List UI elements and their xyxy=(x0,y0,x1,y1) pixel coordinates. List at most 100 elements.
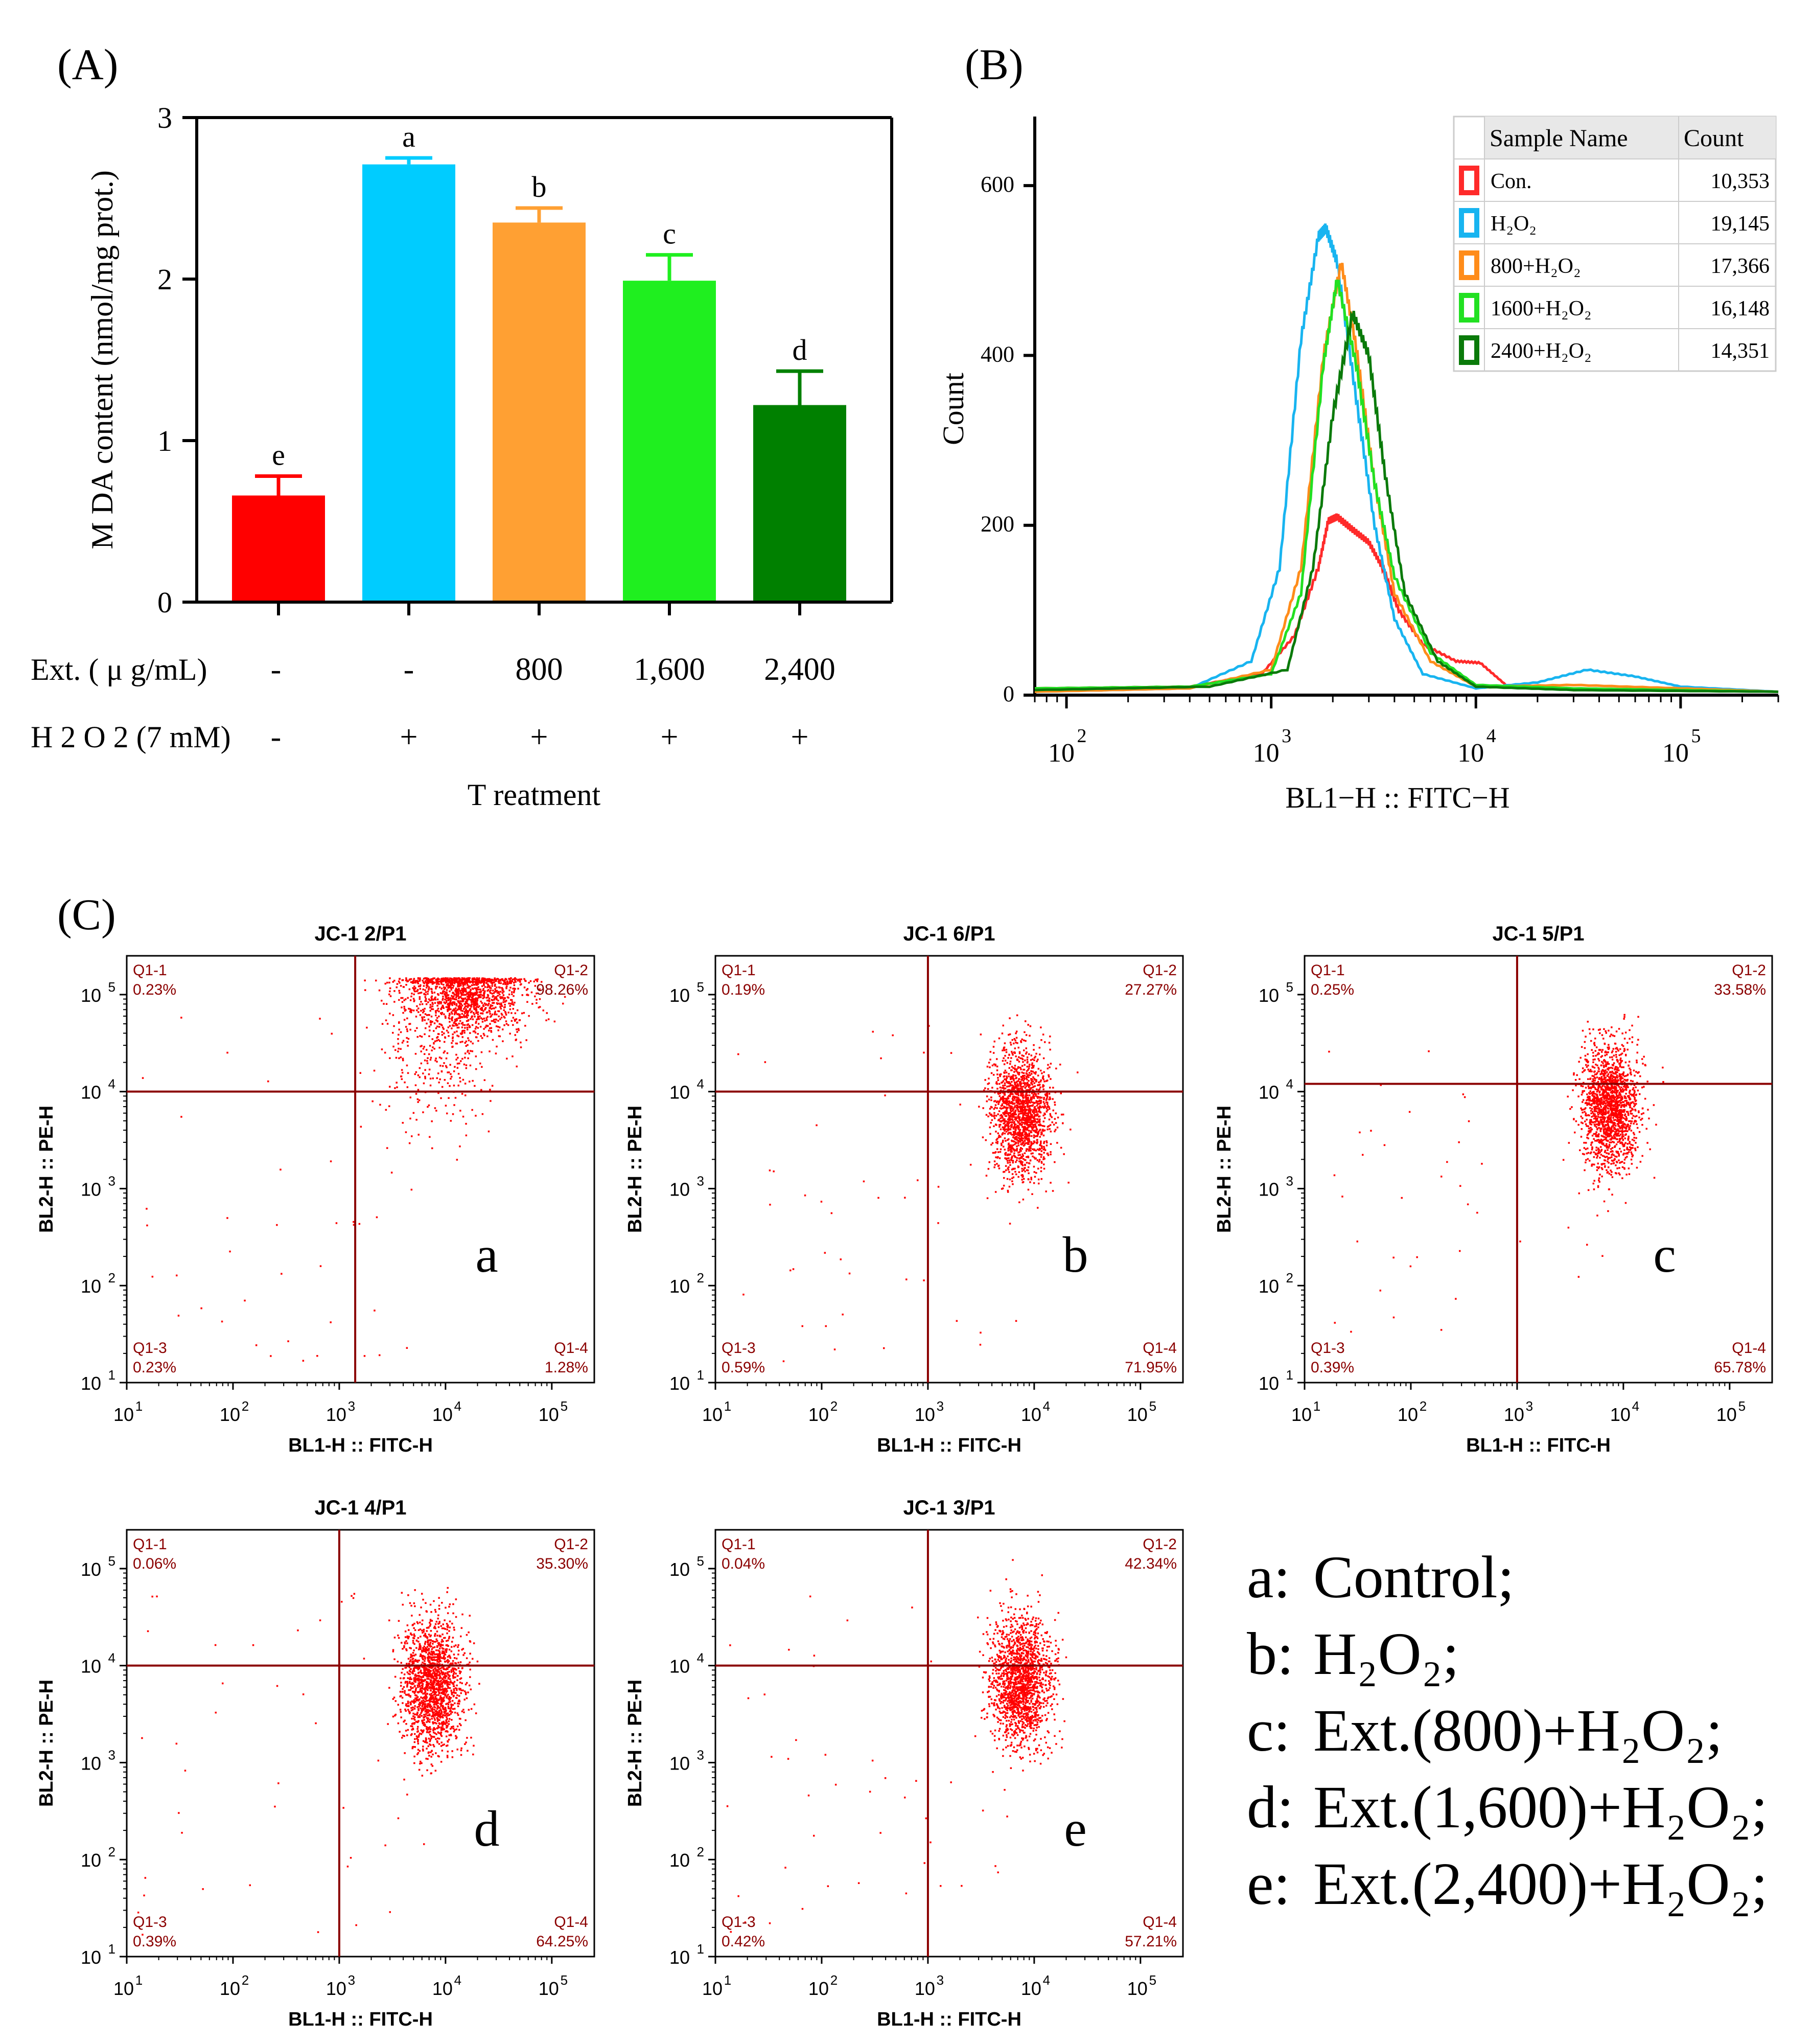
legend-swatch xyxy=(1459,335,1479,365)
legend-text: Control; xyxy=(1313,1544,1514,1611)
quadrant-percent: 0.59% xyxy=(722,1359,765,1376)
y-tick-base: 10 xyxy=(669,1850,690,1871)
significance-letter: b xyxy=(532,170,547,203)
quadrant-name: Q1-4 xyxy=(1732,1340,1766,1357)
x-tick-base: 10 xyxy=(539,1978,559,1999)
x-tick-base: 10 xyxy=(808,1978,829,1999)
legend-sample-name: 2400+H₂O₂ xyxy=(1491,339,1592,363)
h2o2-value: + xyxy=(791,720,809,754)
quadrant-percent: 71.95% xyxy=(1125,1359,1177,1376)
h2o2-value: + xyxy=(530,720,548,754)
plot-title: JC-1 4/P1 xyxy=(314,1497,406,1519)
scatter-plot-d: JC-1 4/P1 Q1-1 0.06% Q1-2 35.30% Q1-3 0.39% Q1-… xyxy=(36,1497,595,2030)
y-tick-exponent: 4 xyxy=(1286,1076,1293,1092)
x-tick-base: 10 xyxy=(915,1404,935,1425)
y-tick-exponent: 2 xyxy=(108,1844,115,1859)
x-tick-exponent: 3 xyxy=(348,1398,355,1414)
quadrant-percent: 0.19% xyxy=(722,981,765,998)
x-tick-exponent: 4 xyxy=(454,1972,461,1988)
x-tick-exponent: 1 xyxy=(724,1398,731,1414)
legend-text: Ext.(1,600)+H₂O₂; xyxy=(1313,1774,1768,1841)
x-tick-exponent: 4 xyxy=(1486,725,1496,747)
x-tick-exponent: 5 xyxy=(561,1398,568,1414)
x-tick-exponent: 3 xyxy=(1526,1398,1533,1414)
y-tick-exponent: 5 xyxy=(697,979,704,995)
y-tick-label: 600 xyxy=(981,172,1014,197)
plot-letter: b xyxy=(1063,1226,1088,1283)
plot-title: JC-1 5/P1 xyxy=(1492,923,1584,945)
legend-sample-name: 1600+H₂O₂ xyxy=(1491,297,1592,320)
y-tick-exponent: 2 xyxy=(1286,1270,1293,1285)
bar-group: e a b c d xyxy=(232,120,846,615)
x-tick-base: 10 xyxy=(1610,1404,1631,1425)
y-tick-base: 10 xyxy=(669,1276,690,1297)
x-axis-label: BL1-H :: FITC-H xyxy=(877,2009,1021,2030)
y-tick-base: 10 xyxy=(81,1373,101,1394)
legend-swatch xyxy=(1459,208,1479,238)
x-tick-base: 10 xyxy=(1021,1978,1041,1999)
sample-legend: a: Control; b: H₂O₂; c: Ext.(800)+H₂O₂; d: Ext.… xyxy=(1247,1544,1768,1917)
quadrant-percent: 0.39% xyxy=(1311,1359,1354,1376)
x-tick-base: 10 xyxy=(326,1978,346,1999)
h2o2-value: + xyxy=(400,720,418,754)
y-axis-label: BL2-H :: PE-H xyxy=(1214,1106,1235,1233)
legend-text: Ext.(800)+H₂O₂; xyxy=(1313,1697,1723,1764)
ext-value: 800 xyxy=(516,652,563,687)
y-tick-group: 0 200 400 600 xyxy=(981,172,1035,706)
x-tick-exponent: 4 xyxy=(1043,1398,1050,1414)
quadrant-percent: 0.42% xyxy=(722,1933,765,1950)
y-axis-label: BL2-H :: PE-H xyxy=(624,1680,646,1807)
quadrant-name: Q1-1 xyxy=(1311,962,1345,979)
x-tick-exponent: 4 xyxy=(454,1398,461,1414)
plot-frame xyxy=(1304,955,1773,1384)
y-tick-base: 10 xyxy=(81,1753,101,1774)
x-tick-exponent: 2 xyxy=(1420,1398,1427,1414)
y-tick-exponent: 2 xyxy=(697,1270,704,1285)
x-tick-base: 10 xyxy=(1048,739,1075,768)
x-axis-label: BL1-H :: FITC-H xyxy=(877,1435,1021,1456)
x-tick-exponent: 3 xyxy=(1282,725,1291,747)
x-tick-exponent: 5 xyxy=(1149,1398,1156,1414)
y-tick-base: 10 xyxy=(81,1850,101,1871)
quadrant-percent: 1.28% xyxy=(545,1359,588,1376)
plot-frame xyxy=(126,1529,595,1958)
y-axis-label: BL2-H :: PE-H xyxy=(36,1106,57,1233)
plot-frame xyxy=(714,955,1184,1384)
y-axis-label: BL2-H :: PE-H xyxy=(624,1106,646,1233)
x-tick-exponent: 4 xyxy=(1043,1972,1050,1988)
quadrant-name: Q1-3 xyxy=(1311,1340,1345,1357)
y-tick-group: 0 1 2 3 xyxy=(157,101,197,619)
y-tick-exponent: 1 xyxy=(108,1367,115,1383)
x-tick-exponent: 5 xyxy=(561,1972,568,1988)
legend-swatch xyxy=(1459,166,1479,195)
legend-table: Sample Name Count Con. 10,353 H₂O₂ 19,145 800+… xyxy=(1453,116,1777,372)
x-tick-base: 10 xyxy=(432,1404,453,1425)
y-axis-label: BL2-H :: PE-H xyxy=(36,1680,57,1807)
y-tick-base: 10 xyxy=(669,985,690,1006)
x-axis-label: BL1-H :: FITC-H xyxy=(288,1435,433,1456)
y-tick-exponent: 1 xyxy=(697,1941,704,1957)
x-tick-exponent: 3 xyxy=(348,1972,355,1988)
quadrant-name: Q1-2 xyxy=(554,1536,588,1553)
legend-text: Ext.(2,400)+H₂O₂; xyxy=(1313,1850,1768,1917)
y-tick-exponent: 3 xyxy=(108,1747,115,1762)
y-tick-base: 10 xyxy=(81,1559,101,1580)
quadrant-name: Q1-3 xyxy=(133,1340,167,1357)
y-tick-label: 0 xyxy=(157,586,172,619)
y-tick-base: 10 xyxy=(669,1753,690,1774)
x-tick-base: 10 xyxy=(1504,1404,1524,1425)
significance-letter: e xyxy=(272,439,285,472)
legend-swatch xyxy=(1459,250,1479,280)
quadrant-percent: 0.25% xyxy=(1311,981,1354,998)
legend-header-bg xyxy=(1484,117,1776,159)
y-tick-exponent: 4 xyxy=(697,1076,704,1092)
x-tick-exponent: 1 xyxy=(724,1972,731,1988)
quadrant-percent: 42.34% xyxy=(1125,1555,1177,1572)
y-tick-label: 0 xyxy=(1003,681,1014,706)
legend-count: 19,145 xyxy=(1711,212,1770,236)
legend-sample-name: H₂O₂ xyxy=(1491,212,1537,236)
ext-value: - xyxy=(271,652,282,687)
legend-swatch xyxy=(1459,293,1479,323)
x-tick-base: 10 xyxy=(808,1404,829,1425)
